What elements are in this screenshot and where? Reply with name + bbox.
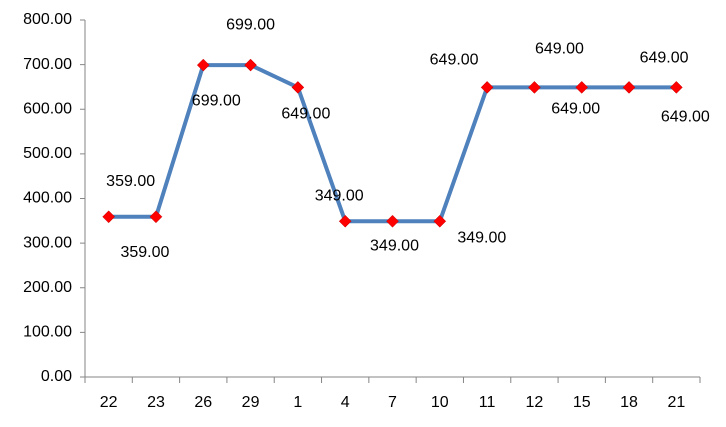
data-label: 359.00: [120, 244, 169, 261]
x-tick-label: 15: [573, 394, 591, 411]
x-tick-label: 10: [431, 394, 449, 411]
marker: [102, 210, 116, 224]
marker: [528, 81, 541, 94]
data-label: 699.00: [226, 16, 275, 33]
data-label: 649.00: [551, 101, 600, 118]
marker: [480, 81, 494, 94]
x-tick-label: 22: [100, 394, 118, 411]
x-tick-label: 18: [620, 394, 638, 411]
y-tick-label: 400.00: [23, 190, 72, 207]
marker: [433, 214, 447, 228]
data-label: 649.00: [640, 50, 689, 67]
marker: [196, 58, 210, 72]
y-tick-label: 0.00: [41, 368, 72, 385]
y-tick-label: 100.00: [23, 324, 72, 341]
y-tick-label: 500.00: [23, 145, 72, 162]
data-label: 649.00: [661, 109, 710, 126]
y-tick-label: 800.00: [23, 11, 72, 28]
y-tick-label: 700.00: [23, 56, 72, 73]
data-label: 699.00: [192, 92, 241, 109]
data-label: 649.00: [535, 41, 584, 58]
line: [108, 63, 677, 224]
x-tick-label: 26: [194, 394, 212, 411]
data-label: 349.00: [370, 237, 419, 254]
data-label: 349.00: [457, 229, 506, 246]
x-tick-label: 21: [667, 394, 685, 411]
x-tick-label: 11: [479, 394, 496, 411]
y-tick-label: 600.00: [23, 100, 72, 117]
data-label: 359.00: [106, 173, 155, 190]
marker: [622, 81, 636, 94]
marker: [669, 81, 683, 94]
marker: [338, 214, 352, 228]
x-tick-label: 4: [341, 394, 350, 411]
y-tick-label: 300.00: [23, 234, 72, 251]
x-tick-label: 7: [388, 394, 397, 411]
x-tick-label: 23: [147, 394, 165, 411]
marker: [386, 214, 399, 228]
x-tick-label: 29: [242, 394, 260, 411]
marker: [244, 58, 257, 72]
data-label: 349.00: [315, 187, 364, 204]
y-tick-label: 200.00: [23, 279, 72, 296]
data-label: 649.00: [430, 52, 479, 69]
x-tick-label: 1: [293, 394, 302, 411]
marker: [291, 81, 305, 94]
x-tick-label: 12: [526, 394, 544, 411]
marker: [575, 81, 589, 94]
data-label: 649.00: [281, 106, 330, 123]
marker: [149, 210, 163, 224]
